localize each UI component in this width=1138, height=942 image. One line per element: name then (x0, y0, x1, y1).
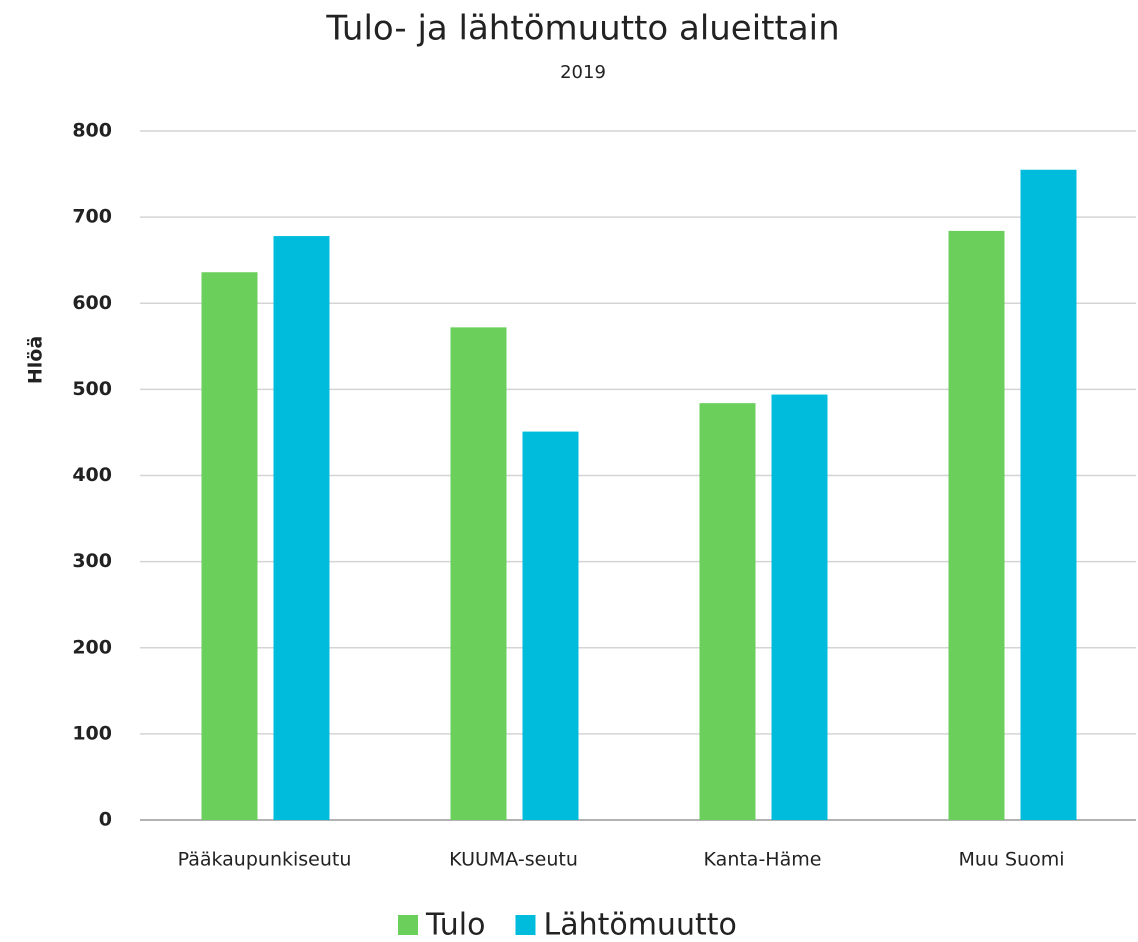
bar (450, 327, 507, 820)
y-tick-label: 800 (72, 120, 112, 142)
bar (522, 431, 579, 820)
chart-subtitle: 2019 (560, 62, 606, 83)
x-tick-label: Pääkaupunkiseutu (178, 849, 352, 871)
chart-title: Tulo- ja lähtömuutto alueittain (325, 9, 839, 49)
y-axis-label: Hlöä (25, 336, 47, 384)
y-tick-label: 600 (72, 292, 112, 314)
bar (273, 236, 330, 820)
x-tick-label: KUUMA-seutu (449, 849, 578, 871)
legend-swatch (398, 915, 418, 935)
y-tick-label: 100 (72, 722, 112, 744)
y-tick-label: 300 (72, 550, 112, 572)
legend-label: Tulo (425, 908, 485, 942)
legend-label: Lähtömuutto (543, 908, 736, 942)
y-tick-label: 0 (99, 809, 112, 831)
bar (201, 272, 258, 820)
x-tick-label: Kanta-Häme (704, 849, 822, 871)
x-tick-label: Muu Suomi (958, 849, 1064, 871)
y-tick-label: 200 (72, 636, 112, 658)
legend-swatch (515, 915, 536, 935)
y-tick-label: 400 (72, 464, 112, 486)
bar (771, 394, 828, 820)
y-tick-label: 700 (72, 206, 112, 228)
bar (948, 230, 1005, 820)
y-tick-label: 500 (72, 378, 112, 400)
bar (1020, 169, 1077, 821)
bar (699, 403, 756, 820)
